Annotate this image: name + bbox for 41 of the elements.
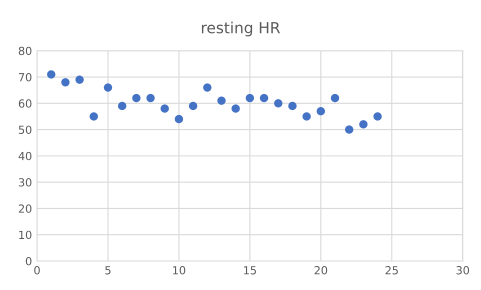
x-tick-label: 25: [386, 266, 398, 274]
point: [274, 99, 282, 108]
point: [373, 112, 382, 121]
point: [104, 83, 112, 92]
point: [260, 94, 268, 102]
y-tick-label: 60: [18, 99, 32, 108]
point: [132, 94, 141, 102]
point: [246, 94, 254, 102]
y-tick-label: 30: [18, 178, 32, 187]
point: [75, 75, 84, 84]
point: [217, 96, 226, 105]
point: [345, 125, 354, 134]
point: [316, 107, 325, 116]
x-tick-label: 5: [105, 266, 111, 274]
point: [288, 102, 297, 110]
y-tick-label: 70: [18, 73, 32, 82]
y-tick-label: 20: [18, 204, 32, 213]
y-tick-label: 10: [19, 230, 32, 240]
point: [118, 102, 126, 110]
y-tick-label: 0: [26, 256, 32, 266]
point: [359, 120, 368, 129]
point: [174, 114, 184, 124]
x-tick-label: 30: [456, 266, 470, 274]
chart-title: resting HR: [202, 22, 280, 36]
y-tick-label: 80: [18, 46, 32, 56]
point: [61, 78, 70, 86]
x-tick-label: 20: [314, 266, 328, 274]
point: [90, 112, 98, 121]
y-tick-label: 40: [18, 152, 32, 160]
point: [232, 104, 240, 113]
x-tick-label: 15: [244, 266, 256, 274]
x-tick-label: 10: [173, 266, 186, 274]
point: [302, 112, 311, 121]
y-tick-label: 50: [18, 126, 32, 134]
point: [146, 94, 155, 102]
point: [203, 83, 212, 92]
point: [47, 70, 56, 79]
point: [160, 104, 169, 113]
point: [330, 94, 340, 102]
x-tick-label: 0: [34, 266, 40, 274]
point: [188, 102, 198, 110]
